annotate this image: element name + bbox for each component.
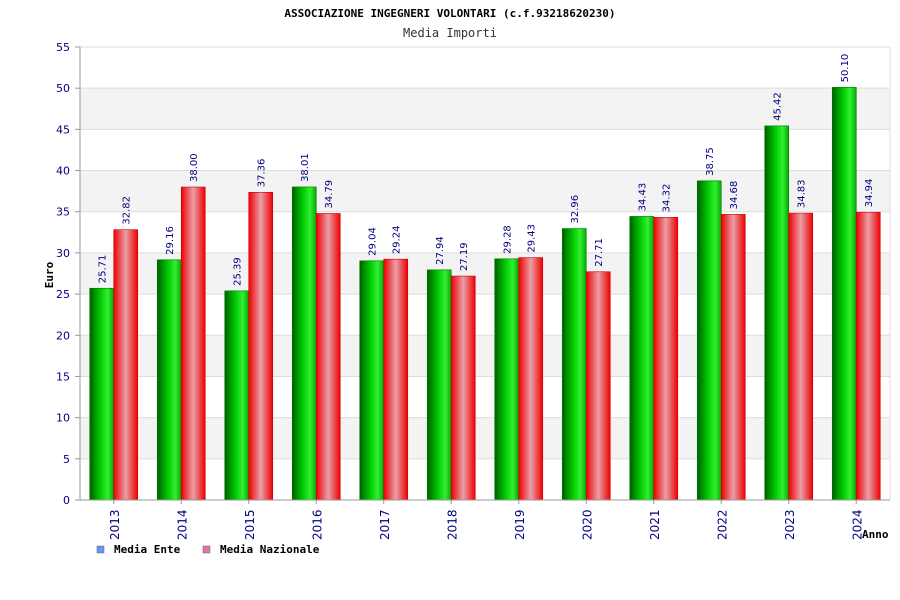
bar-media-ente-2021: [629, 216, 655, 501]
legend: Media Ente Media Nazionale: [96, 543, 320, 556]
x-axis-label: Anno: [862, 528, 889, 541]
y-tick-label: 25: [56, 288, 70, 301]
bar-media-nazionale-2016: [315, 213, 341, 501]
grid-band: [80, 335, 890, 377]
y-tick-label: 10: [56, 412, 70, 425]
grid-band: [80, 376, 890, 418]
bar-media-ente-2013: [89, 287, 115, 501]
value-label: 34.32: [662, 184, 673, 213]
bar-series: [89, 87, 881, 501]
x-tick-label: 2017: [378, 509, 392, 540]
x-tick-label: 2013: [108, 509, 122, 540]
x-tick-label: 2015: [243, 509, 257, 540]
value-label: 34.43: [638, 183, 649, 212]
value-labels: 25.71 32.82 29.16 38.00 25.39 37.36 38.01 34.79…: [98, 54, 876, 286]
value-label: 25.39: [233, 257, 244, 286]
chart-title: ASSOCIAZIONE INGEGNERI VOLONTARI (c.f.93…: [284, 7, 615, 20]
bar-media-nazionale-2019: [518, 257, 544, 501]
value-label: 32.96: [570, 195, 581, 224]
bar-media-ente-2014: [156, 259, 182, 501]
x-tick-label: 2014: [175, 509, 189, 540]
value-label: 38.00: [189, 153, 200, 182]
x-tick-label: 2021: [648, 509, 662, 540]
value-label: 34.83: [797, 179, 808, 208]
y-axis-label: Euro: [43, 261, 56, 288]
x-tick-label: 2016: [310, 509, 324, 540]
x-tick-label: 2018: [445, 509, 459, 540]
value-label: 34.94: [864, 179, 875, 208]
bar-media-ente-2016: [291, 186, 317, 501]
x-tick-label: 2022: [715, 509, 729, 540]
value-label: 29.28: [503, 225, 514, 254]
y-tick-label: 20: [56, 329, 70, 342]
x-axis-ticks: 2013 2014 2015 2016 2017 2018 2019 2020 2021 2022…: [108, 500, 864, 540]
value-label: 50.10: [840, 54, 851, 83]
value-label: 34.68: [729, 181, 740, 210]
y-tick-label: 5: [63, 453, 70, 466]
value-label: 34.79: [324, 180, 335, 209]
bar-media-nazionale-2020: [585, 271, 611, 501]
legend-swatch: [96, 545, 105, 554]
y-tick-label: 30: [56, 247, 70, 260]
bar-media-ente-2023: [764, 125, 790, 501]
value-label: 38.01: [300, 153, 311, 182]
bar-media-nazionale-2022: [720, 214, 746, 501]
legend-label: Media Nazionale: [220, 543, 320, 556]
bar-media-nazionale-2013: [113, 229, 139, 501]
grid-band: [80, 252, 890, 295]
grid-band: [80, 170, 890, 212]
y-tick-label: 35: [56, 206, 70, 219]
value-label: 38.75: [705, 147, 716, 176]
y-tick-label: 55: [56, 41, 70, 54]
legend-label: Media Ente: [114, 543, 181, 556]
bar-media-nazionale-2024: [855, 211, 881, 501]
bar-media-ente-2020: [561, 228, 587, 501]
bar-media-ente-2019: [494, 258, 520, 501]
bar-media-nazionale-2015: [248, 191, 274, 501]
value-label: 29.24: [392, 226, 403, 255]
bar-media-ente-2022: [696, 180, 722, 501]
y-tick-label: 45: [56, 123, 70, 136]
grid-band: [80, 88, 890, 130]
bar-media-ente-2017: [359, 260, 385, 501]
bar-media-nazionale-2018: [450, 275, 476, 501]
value-label: 25.71: [98, 255, 109, 284]
bar-media-nazionale-2021: [653, 217, 679, 501]
grid-band: [80, 294, 890, 336]
bar-media-ente-2015: [224, 290, 250, 501]
y-tick-label: 0: [63, 494, 70, 507]
grid-band: [80, 47, 890, 89]
grid-band: [80, 129, 890, 171]
plot-background: [80, 47, 890, 500]
value-label: 27.94: [435, 236, 446, 265]
value-label: 45.42: [773, 92, 784, 121]
bar-media-ente-2018: [426, 269, 452, 501]
value-label: 27.19: [459, 242, 470, 271]
value-label: 29.43: [527, 224, 538, 253]
grid-band: [80, 458, 890, 500]
value-label: 29.04: [368, 227, 379, 256]
chart-subtitle: Media Importi: [403, 26, 497, 40]
value-label: 27.71: [594, 238, 605, 267]
x-tick-label: 2020: [580, 509, 594, 540]
y-tick-label: 15: [56, 370, 70, 383]
value-label: 32.82: [122, 196, 133, 225]
legend-swatch: [202, 545, 211, 554]
y-tick-label: 40: [56, 165, 70, 178]
bar-media-nazionale-2017: [383, 258, 409, 501]
bar-media-nazionale-2023: [788, 212, 814, 501]
bar-media-nazionale-2014: [180, 186, 206, 501]
x-tick-label: 2019: [513, 509, 527, 540]
value-label: 29.16: [165, 226, 176, 255]
y-tick-label: 50: [56, 82, 70, 95]
grid-band: [80, 417, 890, 459]
bar-media-ente-2024: [831, 87, 857, 501]
grid-band: [80, 211, 890, 253]
x-tick-label: 2023: [783, 509, 797, 540]
y-axis-ticks: 0 5 10 15 20 25 30 35 40 45 50 55: [56, 41, 80, 507]
value-label: 37.36: [257, 159, 268, 188]
x-tick-label: 2024: [850, 509, 864, 540]
